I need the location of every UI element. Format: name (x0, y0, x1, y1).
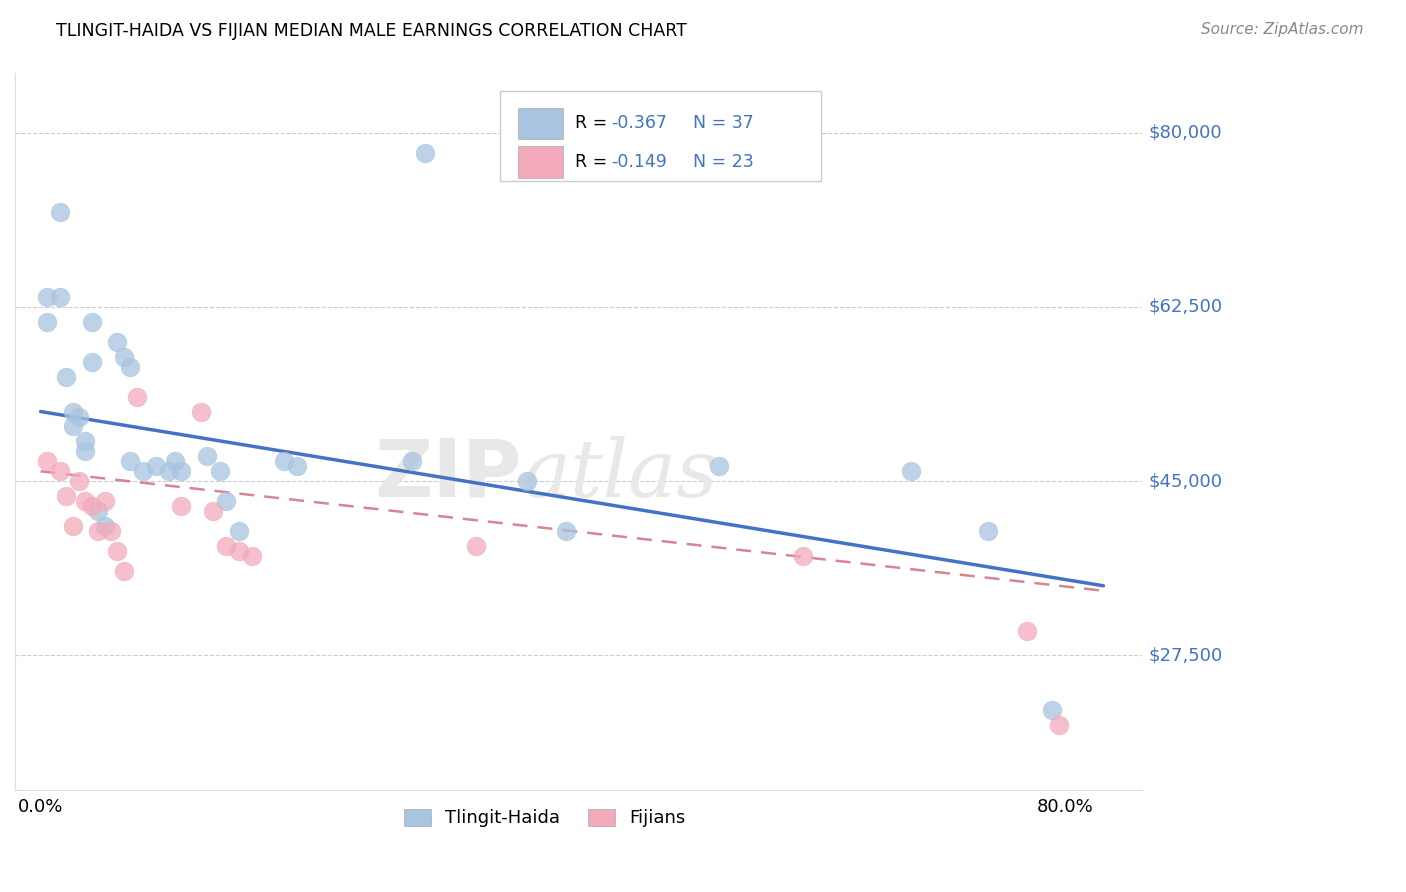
Point (49, 290, 72, 304)
Point (75, 434, 97, 449)
Point (145, 459, 167, 474)
Point (1040, 703, 1063, 717)
Point (35, 454, 58, 468)
Point (170, 499, 193, 513)
Point (170, 464, 193, 478)
Point (112, 350, 135, 364)
FancyBboxPatch shape (499, 91, 821, 180)
Point (215, 494, 238, 508)
Point (49, 205, 72, 219)
Point (977, 524, 1000, 538)
Point (554, 524, 576, 538)
Point (709, 459, 731, 474)
Point (413, 145, 436, 160)
Point (401, 454, 423, 468)
Point (195, 450, 218, 464)
Point (80, 355, 103, 369)
Point (157, 464, 180, 478)
Point (93, 494, 115, 508)
Point (208, 464, 231, 478)
Text: N = 37: N = 37 (693, 114, 754, 132)
Point (107, 334, 129, 349)
Point (202, 504, 225, 518)
Point (132, 464, 155, 478)
Point (240, 549, 263, 563)
Point (120, 454, 142, 468)
Legend: Tlingit-Haida, Fijians: Tlingit-Haida, Fijians (396, 801, 693, 835)
Point (792, 549, 814, 563)
Point (87, 504, 110, 518)
Text: Source: ZipAtlas.com: Source: ZipAtlas.com (1201, 22, 1364, 37)
Text: -0.149: -0.149 (612, 153, 666, 171)
Point (80, 499, 103, 513)
Point (228, 524, 250, 538)
FancyBboxPatch shape (517, 146, 562, 178)
Point (1015, 624, 1038, 638)
Point (62, 519, 84, 533)
Point (190, 404, 212, 418)
Point (49, 464, 72, 478)
FancyBboxPatch shape (517, 108, 562, 139)
Text: N = 23: N = 23 (693, 153, 754, 171)
Point (55, 369, 77, 384)
Point (35, 290, 58, 304)
Text: -0.367: -0.367 (612, 114, 666, 132)
Point (900, 464, 922, 478)
Point (67, 409, 90, 424)
Text: TLINGIT-HAIDA VS FIJIAN MEDIAN MALE EARNINGS CORRELATION CHART: TLINGIT-HAIDA VS FIJIAN MEDIAN MALE EARN… (56, 22, 688, 40)
Text: $62,500: $62,500 (1149, 298, 1222, 316)
Text: R =: R = (575, 114, 613, 132)
Text: atlas: atlas (522, 435, 717, 513)
Text: $80,000: $80,000 (1149, 124, 1222, 142)
Point (87, 524, 110, 538)
Point (120, 359, 142, 374)
Point (228, 544, 250, 558)
Point (107, 544, 129, 558)
Text: $27,500: $27,500 (1149, 647, 1222, 665)
Text: ZIP: ZIP (375, 435, 522, 514)
Point (62, 419, 84, 434)
Point (112, 564, 135, 578)
Point (125, 390, 148, 404)
Point (465, 539, 488, 553)
Point (55, 489, 77, 503)
Point (75, 444, 97, 458)
Point (273, 454, 295, 468)
Point (93, 519, 115, 533)
Point (215, 539, 238, 553)
Point (62, 404, 84, 418)
Text: R =: R = (575, 153, 613, 171)
Point (165, 454, 187, 468)
Point (75, 494, 97, 508)
Point (1047, 718, 1070, 732)
Point (35, 315, 58, 329)
Point (80, 315, 103, 329)
Point (516, 475, 538, 489)
Point (67, 475, 90, 489)
Point (285, 459, 308, 474)
Point (100, 524, 122, 538)
Text: $45,000: $45,000 (1149, 472, 1222, 491)
